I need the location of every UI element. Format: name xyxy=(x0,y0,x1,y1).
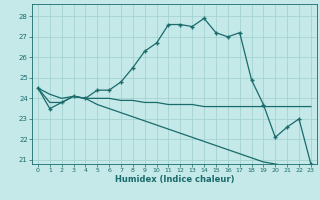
X-axis label: Humidex (Indice chaleur): Humidex (Indice chaleur) xyxy=(115,175,234,184)
